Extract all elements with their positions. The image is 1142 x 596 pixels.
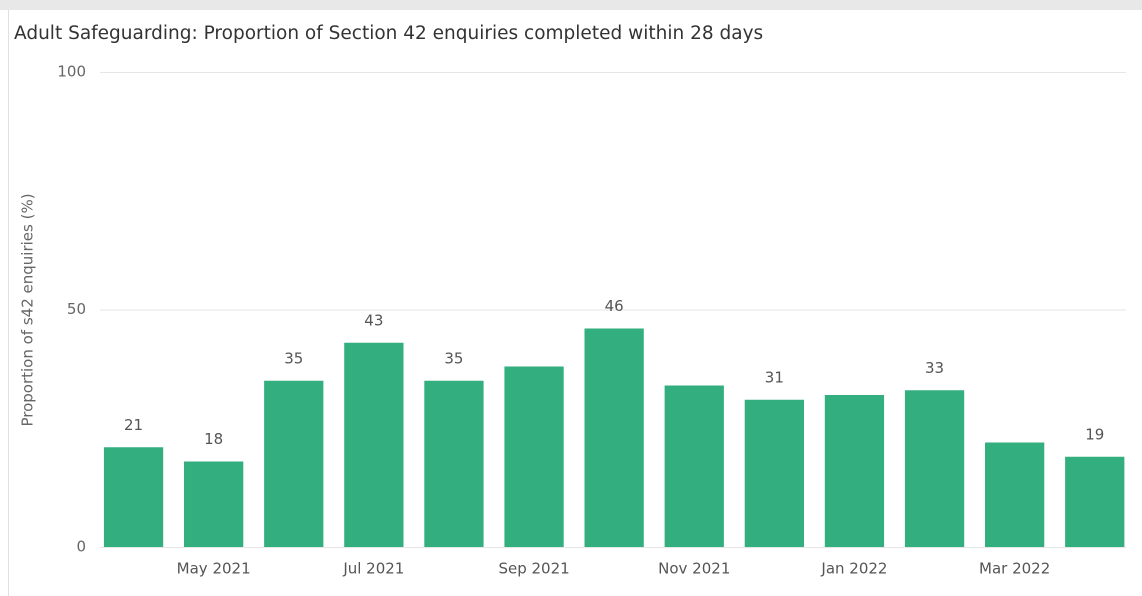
data-label: 46 [605, 297, 624, 315]
data-label: 43 [364, 311, 383, 329]
bar [184, 461, 244, 547]
chart-title: Adult Safeguarding: Proportion of Sectio… [14, 23, 763, 44]
y-tick-label: 50 [67, 300, 86, 318]
bar [824, 395, 885, 547]
x-tick-label: Jul 2021 [342, 560, 404, 578]
bar [904, 390, 965, 547]
bar [103, 447, 164, 547]
x-tick-label: Nov 2021 [658, 560, 730, 578]
data-label: 31 [765, 368, 784, 386]
bar [424, 380, 484, 547]
bar [664, 385, 724, 547]
bar [264, 380, 324, 547]
data-label: 35 [284, 349, 303, 367]
x-tick-label: May 2021 [177, 560, 251, 578]
bar [344, 342, 404, 547]
x-tick-label: Sep 2021 [498, 560, 569, 578]
top-band [0, 0, 1142, 10]
bar [1065, 456, 1125, 547]
y-axis-label: Proportion of s42 enquiries (%) [19, 193, 37, 426]
data-label: 35 [444, 349, 463, 367]
data-label: 19 [1085, 425, 1104, 443]
bar [744, 399, 804, 547]
bar [985, 442, 1045, 547]
x-tick-label: Jan 2022 [820, 560, 887, 578]
data-label: 33 [925, 359, 944, 377]
bar [504, 366, 564, 547]
bar [584, 328, 644, 547]
y-tick-label: 0 [76, 538, 86, 556]
x-tick-label: Mar 2022 [979, 560, 1050, 578]
y-tick-label: 100 [57, 63, 86, 81]
data-label: 21 [124, 416, 143, 434]
data-label: 18 [204, 430, 223, 448]
